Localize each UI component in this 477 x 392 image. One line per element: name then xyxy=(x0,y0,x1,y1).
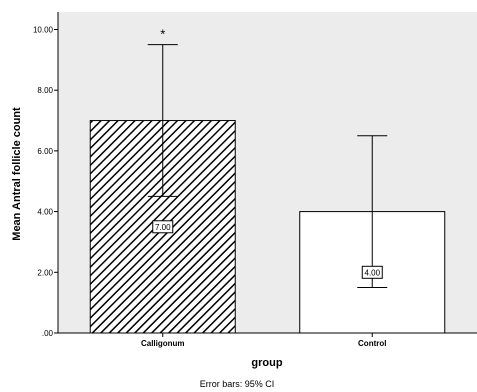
x-axis-title: group xyxy=(251,357,282,369)
data-label: 4.00 xyxy=(364,268,380,277)
y-tick-label: .00 xyxy=(42,329,54,338)
x-tick-label: Calligonum xyxy=(141,339,185,348)
y-tick-label: 6.00 xyxy=(37,147,53,156)
y-tick-label: 10.00 xyxy=(33,26,54,35)
x-tick-label: Control xyxy=(358,339,386,348)
y-tick-label: 2.00 xyxy=(37,268,53,277)
footnote: Error bars: 95% CI xyxy=(200,379,275,389)
data-label-box xyxy=(152,220,174,234)
y-axis-title: Mean Antral follicle count xyxy=(11,107,23,241)
data-label-box xyxy=(361,265,383,279)
data-label: 7.00 xyxy=(155,223,171,232)
significance-marker: * xyxy=(160,27,165,42)
y-tick-label: 4.00 xyxy=(37,208,53,217)
y-tick-label: 8.00 xyxy=(37,86,53,95)
